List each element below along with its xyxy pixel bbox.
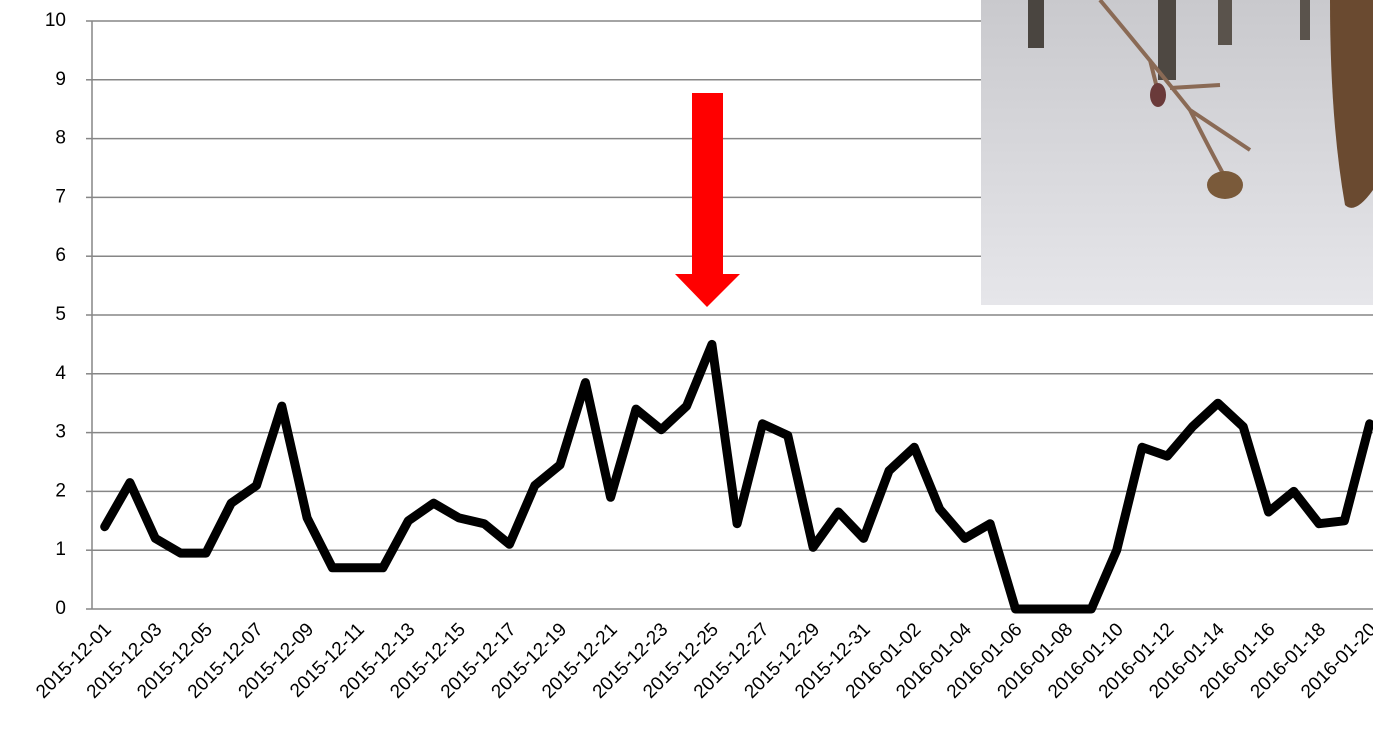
y-tick-label: 0 — [55, 598, 66, 619]
y-tick-label: 2 — [55, 480, 66, 501]
y-tick-label: 6 — [55, 245, 66, 266]
photo — [981, 0, 1373, 305]
y-tick-label: 3 — [55, 422, 66, 443]
y-tick-label: 10 — [45, 10, 66, 31]
y-tick-label: 4 — [55, 363, 66, 384]
y-tick-label: 7 — [55, 186, 66, 207]
y-tick-label: 1 — [55, 539, 66, 560]
data-line — [100, 339, 1373, 614]
y-tick-label: 9 — [55, 69, 66, 90]
annotation-arrow — [675, 93, 740, 307]
y-tick-label: 5 — [55, 304, 66, 325]
y-tick-label: 8 — [55, 128, 66, 149]
